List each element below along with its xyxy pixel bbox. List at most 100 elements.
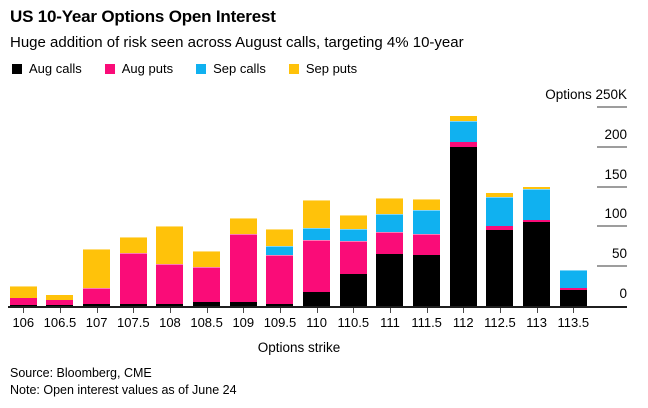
x-tick-label-110: 110 <box>306 315 327 330</box>
x-tick-112.5 <box>499 308 501 313</box>
bar-segment-aug-puts-108.5 <box>193 267 221 303</box>
x-tick-label-106.5: 106.5 <box>43 315 77 330</box>
bar-segment-aug-calls-111 <box>376 254 404 306</box>
bar-segment-sep-calls-110.5 <box>339 229 367 241</box>
bar-segment-aug-puts-112 <box>449 142 477 147</box>
x-tick-110 <box>316 308 318 313</box>
x-tick-label-107.5: 107.5 <box>117 315 150 330</box>
y-tick-label-200: 200 <box>604 126 627 142</box>
bar-segment-aug-calls-108.5 <box>193 302 221 306</box>
bar-segment-sep-puts-107.5 <box>119 237 147 253</box>
bar-segment-sep-puts-106 <box>9 285 37 298</box>
bar-segment-sep-calls-111 <box>376 214 404 233</box>
bar-segment-aug-calls-110 <box>303 292 331 306</box>
bar-segment-sep-calls-110 <box>303 227 331 240</box>
bar-segment-aug-puts-108 <box>156 263 184 304</box>
bar-segment-sep-puts-111 <box>376 197 404 215</box>
bar-segment-aug-calls-107.5 <box>119 304 147 306</box>
bar-segment-aug-calls-113.5 <box>559 290 587 306</box>
x-tick-label-111: 111 <box>380 315 400 330</box>
bar-segment-aug-calls-110.5 <box>339 274 367 306</box>
x-tick-113 <box>536 308 538 313</box>
bar-segment-aug-puts-113 <box>523 219 551 222</box>
bar-segment-sep-puts-110 <box>303 200 331 228</box>
x-axis-title: Options strike <box>257 340 341 355</box>
bar-segment-sep-puts-108 <box>156 225 184 264</box>
bar-segment-sep-puts-109 <box>229 218 257 234</box>
x-tick-label-112: 112 <box>452 315 474 330</box>
legend-item-aug-calls: Aug calls <box>12 61 82 76</box>
bar-segment-sep-calls-112 <box>449 120 477 143</box>
bar-segment-aug-calls-112.5 <box>486 230 514 306</box>
bar-segment-aug-calls-113 <box>523 221 551 306</box>
x-tick-112 <box>463 308 465 313</box>
y-tick-line-100 <box>597 225 627 228</box>
note-text: Note: Open interest values as of June 24 <box>10 383 237 397</box>
chart-title: US 10-Year Options Open Interest <box>10 7 276 26</box>
x-tick-label-109: 109 <box>232 315 255 330</box>
bar-segment-aug-puts-110.5 <box>339 240 367 275</box>
x-axis-line <box>8 306 627 308</box>
bar-segment-aug-puts-111.5 <box>413 233 441 255</box>
y-tick-label-100: 100 <box>604 206 627 222</box>
bar-segment-sep-calls-113 <box>523 188 551 220</box>
legend-label-sep-puts: Sep puts <box>305 61 358 76</box>
y-tick-label-0: 0 <box>619 286 627 301</box>
legend: Aug calls Aug puts Sep calls Sep puts <box>12 61 380 76</box>
x-tick-label-110.5: 110.5 <box>337 315 370 330</box>
bar-segment-sep-puts-109.5 <box>266 229 294 246</box>
aug-puts-swatch-icon <box>104 63 115 74</box>
bar-segment-aug-puts-109 <box>229 233 257 302</box>
x-tick-106.5 <box>59 308 61 313</box>
bar-segment-aug-puts-107.5 <box>119 252 147 305</box>
bar-segment-sep-calls-112.5 <box>486 197 514 227</box>
x-tick-110.5 <box>353 308 355 313</box>
legend-item-aug-puts: Aug puts <box>104 61 173 76</box>
x-tick-label-111.5: 111.5 <box>411 315 442 330</box>
bar-segment-sep-calls-109.5 <box>266 245 294 255</box>
x-tick-label-113.5: 113.5 <box>557 315 590 330</box>
y-tick-line-150 <box>597 185 627 188</box>
legend-label-sep-calls: Sep calls <box>213 61 266 76</box>
x-tick-label-108.5: 108.5 <box>190 315 223 330</box>
bar-segment-aug-puts-106 <box>9 297 37 305</box>
bar-segment-aug-puts-110 <box>303 239 331 293</box>
legend-item-sep-calls: Sep calls <box>196 61 266 76</box>
y-tick-label-250: Options 250K <box>545 87 627 102</box>
x-tick-label-109.5: 109.5 <box>263 315 297 330</box>
y-tick-line-50 <box>597 265 627 268</box>
bar-segment-sep-puts-112.5 <box>486 192 514 198</box>
chart-subtitle: Huge addition of risk seen across August… <box>10 34 464 51</box>
bar-segment-aug-calls-108 <box>156 303 184 306</box>
bar-segment-aug-puts-107 <box>83 287 111 305</box>
bar-segment-aug-puts-106.5 <box>46 299 74 306</box>
x-tick-107 <box>96 308 98 313</box>
legend-item-sep-puts: Sep puts <box>288 61 358 76</box>
bar-segment-aug-puts-109.5 <box>266 254 294 304</box>
bar-segment-sep-puts-110.5 <box>339 214 367 230</box>
x-tick-109.5 <box>279 308 281 313</box>
bar-segment-aug-calls-112 <box>449 146 477 306</box>
x-tick-label-112.5: 112.5 <box>484 315 516 330</box>
bar-segment-aug-calls-106.5 <box>46 305 74 306</box>
bar-segment-aug-puts-111 <box>376 232 404 255</box>
bar-segment-sep-puts-106.5 <box>46 295 74 300</box>
aug-calls-swatch-icon <box>12 63 22 74</box>
bar-segment-sep-calls-113.5 <box>559 269 587 289</box>
bar-segment-sep-puts-113 <box>523 186 551 189</box>
x-tick-106 <box>23 308 25 313</box>
sep-puts-swatch-icon <box>288 63 299 74</box>
bar-segment-sep-puts-111.5 <box>413 199 441 210</box>
bar-segment-aug-calls-109.5 <box>266 304 294 306</box>
x-tick-109 <box>243 308 245 313</box>
bar-segment-aug-calls-109 <box>229 301 257 306</box>
y-tick-line-200 <box>597 145 627 148</box>
x-tick-label-113: 113 <box>526 315 547 330</box>
x-tick-108.5 <box>206 308 208 313</box>
legend-label-aug-calls: Aug calls <box>29 61 82 76</box>
bar-segment-sep-calls-111.5 <box>413 209 441 234</box>
bar-segment-aug-calls-106 <box>9 304 37 306</box>
x-tick-111 <box>389 308 391 313</box>
